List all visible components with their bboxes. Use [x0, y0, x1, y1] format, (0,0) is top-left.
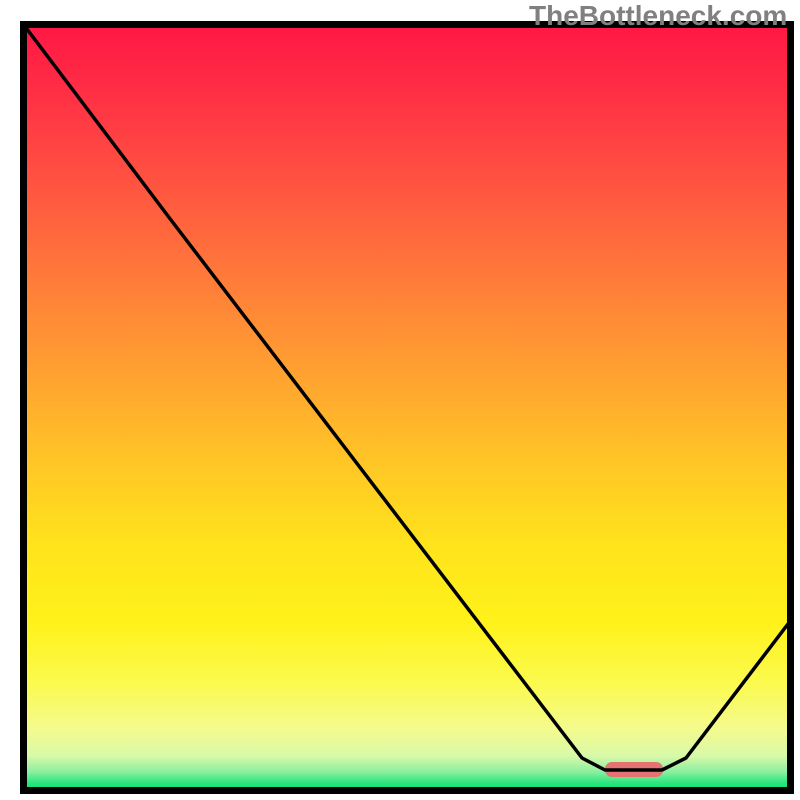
watermark-text: TheBottleneck.com [529, 0, 787, 32]
plot-background-gradient [24, 25, 791, 791]
bottleneck-chart [0, 0, 800, 800]
